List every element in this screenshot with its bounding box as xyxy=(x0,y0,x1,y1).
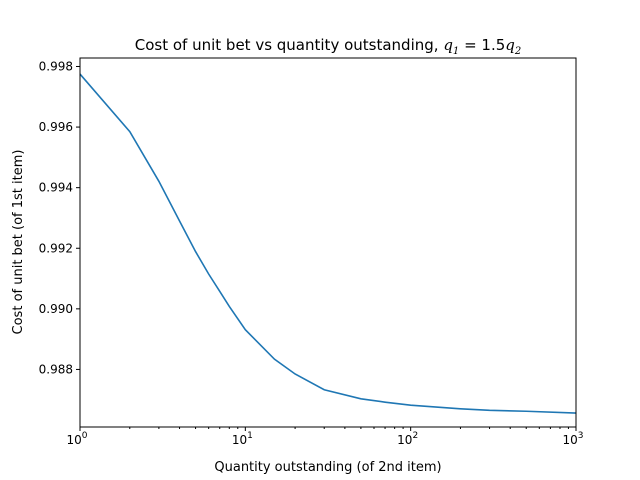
x-tick-exponent: 1 xyxy=(247,431,253,441)
x-tick-base: 10 xyxy=(562,433,577,447)
chart-title-sub2: 2 xyxy=(514,46,521,57)
chart-title-q2: q xyxy=(505,36,515,54)
x-tick-label: 100 xyxy=(66,431,87,447)
y-tick-label: 0.992 xyxy=(39,241,73,255)
x-tick-label: 102 xyxy=(397,431,418,447)
plot-area xyxy=(79,57,577,428)
y-tick-label: 0.990 xyxy=(39,302,73,316)
y-tick-label: 0.996 xyxy=(39,120,73,134)
y-axis-ticks: 0.988 0.990 0.992 0.994 0.996 0.998 xyxy=(39,59,80,376)
chart-title-q1: q xyxy=(443,36,453,54)
y-tick-label: 0.988 xyxy=(39,362,73,376)
x-tick-base: 10 xyxy=(397,433,412,447)
x-tick-label: 101 xyxy=(232,431,253,447)
x-axis-ticks: 100 101 102 103 xyxy=(66,427,584,447)
y-axis-label: Cost of unit bet (of 1st item) xyxy=(11,150,26,335)
chart-title-sub1: 1 xyxy=(453,46,459,57)
x-tick-label: 103 xyxy=(562,431,583,447)
x-tick-base: 10 xyxy=(66,433,81,447)
x-tick-exponent: 3 xyxy=(578,431,584,441)
chart-title: Cost of unit bet vs quantity outstanding… xyxy=(135,36,522,57)
x-tick-base: 10 xyxy=(232,433,247,447)
series-line xyxy=(79,73,577,414)
x-tick-exponent: 0 xyxy=(82,431,88,441)
plot-frame xyxy=(79,57,577,428)
x-axis-label: Quantity outstanding (of 2nd item) xyxy=(214,460,441,475)
y-tick-label: 0.998 xyxy=(39,59,73,73)
y-tick-label: 0.994 xyxy=(39,181,73,195)
chart-title-text: Cost of unit bet vs quantity outstanding… xyxy=(135,36,444,54)
x-tick-exponent: 2 xyxy=(412,431,418,441)
chart-title-eq: = 1.5 xyxy=(459,36,505,54)
